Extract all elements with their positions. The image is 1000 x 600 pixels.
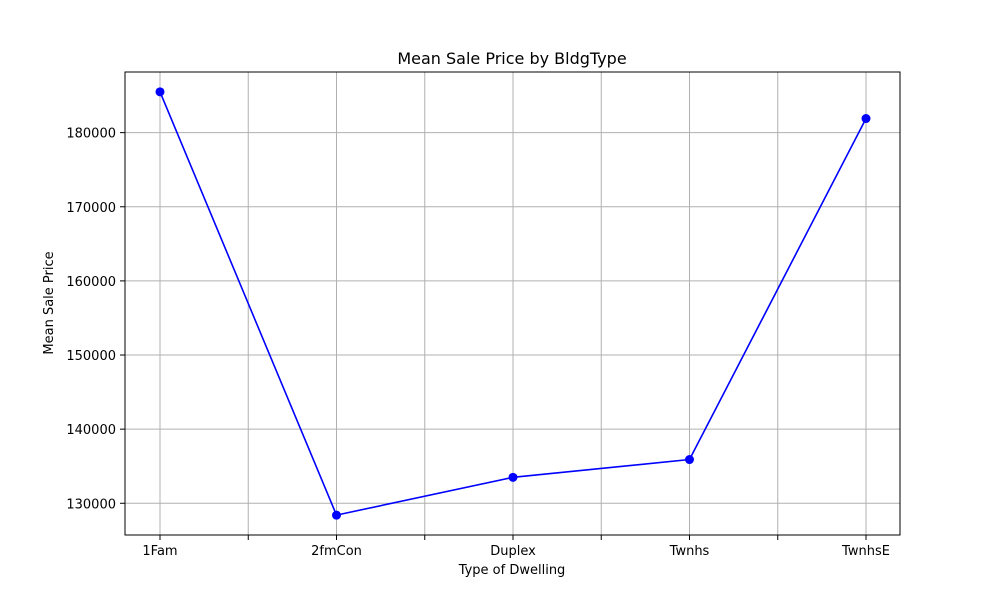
y-axis-label: Mean Sale Price: [42, 251, 57, 354]
chart-title: Mean Sale Price by BldgType: [397, 49, 626, 68]
x-tick-label: TwnhsE: [841, 544, 890, 559]
x-tick-label: 2fmCon: [311, 544, 362, 559]
x-axis-label: Type of Dwelling: [458, 563, 566, 578]
data-point: [508, 472, 518, 482]
data-point: [155, 87, 165, 97]
data-point: [332, 510, 341, 520]
plot-frame: [124, 71, 901, 536]
y-tick-label: 150000: [66, 349, 116, 364]
grid-layer: [125, 72, 900, 535]
y-tick-label: 180000: [66, 127, 116, 142]
y-tick-label: 160000: [66, 275, 116, 290]
tick-layer: 130000 140000 150000 160000 170000 180000 1Fam…: [66, 127, 890, 559]
data-point: [685, 455, 694, 465]
data-point: [861, 114, 871, 124]
x-tick-label: Twnhs: [669, 544, 710, 559]
series-layer: [155, 87, 871, 520]
y-tick-label: 140000: [66, 423, 116, 438]
x-tick-label: 1Fam: [142, 544, 177, 559]
x-tick-label: Duplex: [490, 544, 536, 559]
y-tick-label: 130000: [66, 497, 116, 512]
y-tick-label: 170000: [66, 201, 116, 216]
